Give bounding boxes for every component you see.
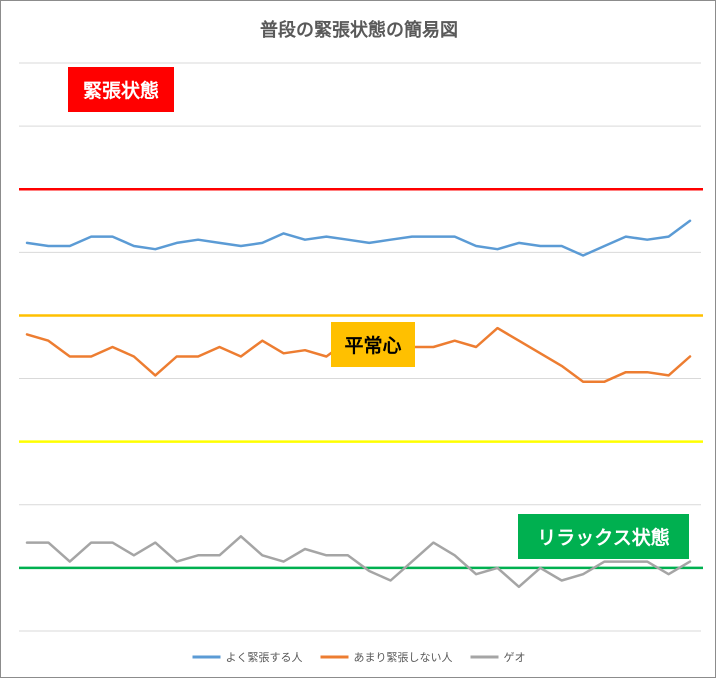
reference-lines	[19, 187, 703, 570]
chart-title: 普段の緊張状態の簡易図	[260, 19, 458, 41]
relax-state-label: リラックス状態	[518, 514, 689, 559]
legend-label-0: よく緊張する人	[226, 651, 303, 664]
normal-state-label: 平常心	[331, 322, 415, 367]
series-line-0	[25, 219, 692, 257]
legend: よく緊張する人 あまり緊張しない人 ゲオ	[192, 651, 526, 664]
tension-state-label: 緊張状態	[68, 67, 174, 112]
legend-label-1: あまり緊張しない人	[354, 651, 453, 664]
legend-label-2: ゲオ	[504, 651, 526, 664]
series-line-2	[25, 535, 692, 589]
